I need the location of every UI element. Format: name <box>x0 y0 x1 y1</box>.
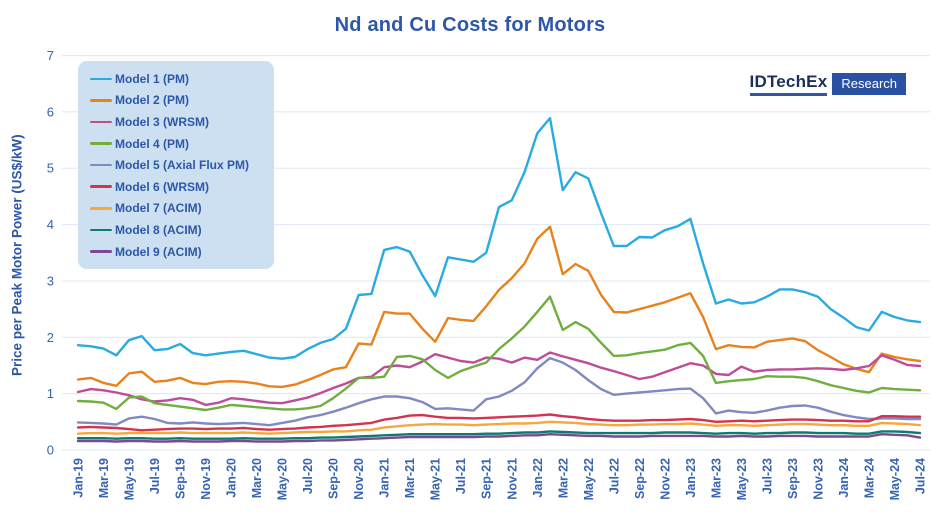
legend-label: Model 6 (WRSM) <box>115 179 209 194</box>
x-tick-label: May-19 <box>123 458 137 500</box>
x-tick-label: Nov-20 <box>352 458 366 500</box>
x-tick-label: May-23 <box>735 458 749 500</box>
legend-item: Model 4 (PM) <box>90 133 264 155</box>
y-tick-label: 1 <box>47 386 54 401</box>
x-tick-label: Jul-19 <box>148 458 162 494</box>
x-tick-label: Mar-20 <box>250 458 264 498</box>
series-line-model-5 <box>76 356 922 427</box>
x-tick-label: Sep-21 <box>480 458 494 499</box>
series-line-model-4 <box>76 295 922 412</box>
y-tick-label: 2 <box>47 330 54 345</box>
x-tick-label: Jul-23 <box>760 458 774 494</box>
series-line-model-8 <box>76 430 922 440</box>
x-tick-label: Sep-19 <box>174 458 188 499</box>
legend-item: Model 5 (Axial Flux PM) <box>90 154 264 176</box>
legend-swatch-line <box>90 250 112 253</box>
x-tick-label: Mar-19 <box>97 458 111 498</box>
series-line-model-2 <box>76 225 922 389</box>
x-tick-label: Jan-23 <box>684 458 698 498</box>
x-tick-label: Jul-24 <box>914 458 928 494</box>
legend-label: Model 8 (ACIM) <box>115 222 202 237</box>
legend-item: Model 7 (ACIM) <box>90 198 264 220</box>
x-tick-label: Jan-19 <box>72 458 86 498</box>
x-tick-label: Jul-22 <box>607 458 621 494</box>
legend-swatch-line <box>90 228 112 232</box>
x-tick-label: May-21 <box>429 458 443 500</box>
x-tick-label: May-24 <box>888 458 902 500</box>
idtechex-logo: IDTechEx Research <box>749 72 906 96</box>
legend-swatch-line <box>90 207 112 210</box>
x-tick-label: Nov-21 <box>505 458 519 500</box>
legend-swatch-line <box>90 120 112 124</box>
legend-swatch-line <box>90 163 112 167</box>
series-line-model-6 <box>76 413 922 432</box>
x-tick-label: Jan-21 <box>378 458 392 498</box>
series-line-model-1 <box>76 116 922 360</box>
legend-item: Model 8 (ACIM) <box>90 219 264 241</box>
idtechex-brand: IDTechEx <box>749 72 828 96</box>
series-line-model-3 <box>76 351 922 407</box>
series-line-model-7 <box>76 420 922 435</box>
x-tick-label: May-22 <box>582 458 596 500</box>
legend-label: Model 4 (PM) <box>115 136 189 151</box>
chart-title: Nd and Cu Costs for Motors <box>334 14 606 36</box>
legend-item: Model 9 (ACIM) <box>90 241 264 263</box>
x-tick-label: Jan-20 <box>225 458 239 498</box>
legend-item: Model 2 (PM) <box>90 90 264 112</box>
x-tick-label: Mar-21 <box>403 458 417 498</box>
x-tick-label: Jan-24 <box>837 458 851 498</box>
x-tick-label: Nov-22 <box>658 458 672 500</box>
legend-swatch-line <box>90 77 112 81</box>
y-tick-label: 4 <box>47 217 54 232</box>
legend-label: Model 5 (Axial Flux PM) <box>115 158 250 173</box>
legend-label: Model 7 (ACIM) <box>115 201 202 216</box>
y-tick-label: 0 <box>47 443 54 458</box>
x-tick-label: Jul-21 <box>454 458 468 494</box>
y-tick-label: 6 <box>47 104 54 119</box>
legend-item: Model 3 (WRSM) <box>90 111 264 133</box>
legend-swatch-line <box>90 185 112 189</box>
legend-item: Model 1 (PM) <box>90 68 264 90</box>
idtechex-research-badge: Research <box>832 73 906 95</box>
x-tick-label: Sep-20 <box>327 458 341 499</box>
legend-label: Model 1 (PM) <box>115 71 189 86</box>
legend-swatch-line <box>90 99 112 102</box>
legend: Model 1 (PM) Model 2 (PM) Model 3 (WRSM) Mo… <box>78 61 274 270</box>
legend-label: Model 3 (WRSM) <box>115 114 209 129</box>
x-tick-label: Jul-20 <box>301 458 315 494</box>
x-tick-label: May-20 <box>276 458 290 500</box>
series-line-model-9 <box>76 433 922 443</box>
x-tick-label: Mar-23 <box>709 458 723 498</box>
x-tick-label: Nov-19 <box>199 458 213 500</box>
x-tick-label: Mar-24 <box>862 458 876 498</box>
x-tick-label: Jan-22 <box>531 458 545 498</box>
x-tick-label: Mar-22 <box>556 458 570 498</box>
legend-label: Model 2 (PM) <box>115 93 189 108</box>
legend-swatch-line <box>90 142 112 145</box>
y-tick-label: 7 <box>47 48 54 63</box>
y-tick-label: 5 <box>47 161 54 176</box>
legend-item: Model 6 (WRSM) <box>90 176 264 198</box>
y-tick-label: 3 <box>47 273 54 288</box>
x-tick-label: Sep-23 <box>786 458 800 499</box>
x-tick-label: Sep-22 <box>633 458 647 499</box>
x-tick-label: Nov-23 <box>811 458 825 500</box>
legend-label: Model 9 (ACIM) <box>115 244 202 259</box>
